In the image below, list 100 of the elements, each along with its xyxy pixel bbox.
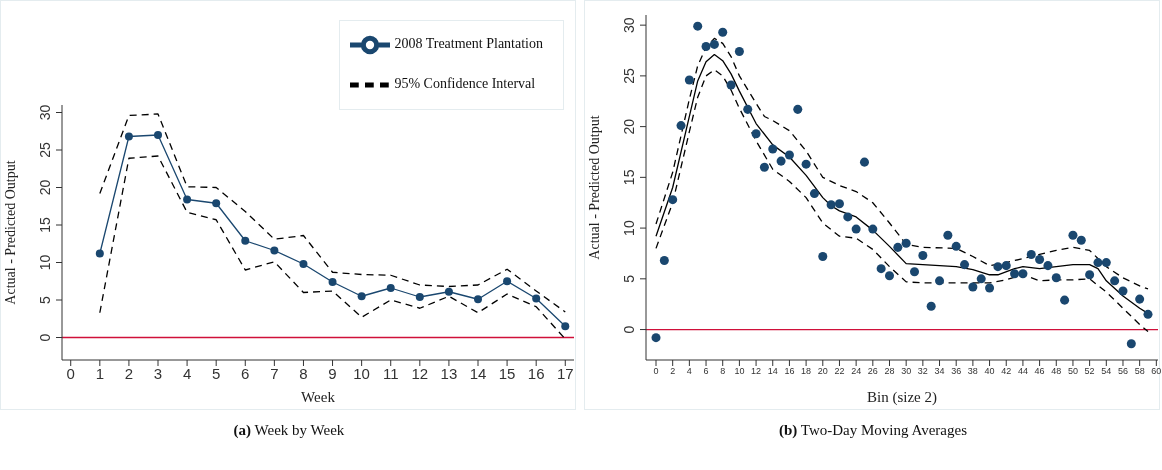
point: [1135, 294, 1145, 304]
point: [993, 262, 1003, 272]
line-series: [99, 113, 566, 313]
x-tick-label: 36: [951, 366, 962, 377]
y-axis-title: Actual - Predicted Output: [2, 160, 18, 305]
x-tick-label: 44: [1017, 366, 1028, 377]
x-tick-label: 6: [703, 366, 709, 377]
point: [784, 150, 794, 160]
point: [444, 287, 453, 296]
point: [1110, 276, 1120, 286]
x-tick-label: 60: [1151, 366, 1162, 377]
x-tick-label: 12: [411, 364, 429, 382]
point: [951, 241, 961, 251]
point: [561, 322, 570, 331]
point: [651, 333, 661, 343]
x-tick-label: 42: [1001, 366, 1012, 377]
x-tick-label: 16: [784, 366, 795, 377]
point: [1051, 273, 1061, 283]
x-tick-label: 24: [851, 366, 862, 377]
point: [793, 104, 803, 114]
x-tick-label: 3: [153, 364, 163, 382]
point: [718, 27, 728, 37]
point: [868, 224, 878, 234]
x-tick-label: 13: [440, 364, 458, 382]
point: [299, 260, 308, 268]
x-axis-title: Bin (size 2): [867, 389, 937, 406]
point: [901, 238, 911, 248]
point: [818, 251, 828, 262]
point: [357, 292, 366, 301]
point: [935, 276, 945, 286]
point: [751, 129, 761, 139]
x-tick-label: 56: [1117, 366, 1128, 377]
point: [183, 195, 192, 204]
y-tick-label: 10: [37, 254, 53, 271]
x-tick-label: 46: [1034, 366, 1045, 377]
point: [676, 121, 686, 131]
x-tick-label: 22: [834, 366, 845, 377]
point: [909, 267, 920, 277]
point: [270, 246, 279, 255]
point: [1068, 230, 1078, 240]
point: [503, 277, 512, 286]
point: [1085, 270, 1095, 280]
x-tick-label: 10: [353, 364, 370, 382]
point: [809, 189, 819, 199]
x-tick-label: 12: [751, 366, 762, 377]
x-tick-label: 4: [182, 364, 192, 382]
point: [328, 278, 337, 286]
point: [95, 249, 104, 258]
x-tick-label: 6: [241, 364, 250, 382]
line-series: [99, 155, 566, 340]
point: [668, 195, 678, 205]
x-tick-label: 0: [653, 366, 659, 377]
x-tick-label: 7: [270, 364, 279, 382]
point: [851, 224, 861, 234]
point: [1018, 269, 1028, 279]
point: [1060, 295, 1070, 305]
point: [801, 159, 811, 169]
point: [734, 47, 744, 57]
x-axis-title: Week: [301, 389, 336, 405]
x-tick-label: 17: [556, 364, 574, 382]
x-tick-label: 14: [469, 364, 487, 382]
point: [684, 75, 694, 85]
x-tick-label: 18: [801, 366, 812, 377]
x-tick-label: 28: [884, 366, 895, 377]
y-tick-label: 25: [621, 67, 637, 84]
x-tick-label: 58: [1134, 366, 1145, 377]
point: [709, 39, 719, 49]
y-tick-label: 20: [621, 118, 637, 135]
point: [918, 250, 928, 260]
point: [1001, 261, 1011, 271]
y-tick-label: 0: [621, 325, 637, 334]
x-tick-label: 11: [382, 364, 399, 382]
x-tick-label: 38: [967, 366, 978, 377]
y-tick-label: 0: [37, 333, 53, 342]
point: [1035, 255, 1045, 265]
y-tick-label: 10: [621, 220, 637, 236]
point: [241, 236, 250, 245]
x-tick-label: 52: [1084, 366, 1095, 377]
point: [1043, 261, 1053, 271]
point: [659, 256, 669, 266]
x-tick-label: 16: [527, 364, 545, 382]
x-tick-label: 54: [1101, 366, 1112, 377]
legend-label: 95% Confidence Interval: [394, 76, 536, 92]
point: [985, 283, 995, 293]
x-tick-label: 15: [498, 364, 516, 382]
point: [743, 104, 753, 114]
point: [1010, 269, 1020, 279]
point: [154, 131, 162, 139]
point: [960, 260, 970, 270]
point: [1143, 309, 1153, 319]
point: [124, 132, 133, 141]
x-tick-label: 5: [212, 364, 221, 382]
y-tick-label: 5: [621, 274, 637, 283]
y-tick-label: 15: [37, 217, 53, 233]
point: [768, 144, 778, 154]
y-tick-label: 25: [37, 142, 53, 158]
x-tick-label: 1: [95, 364, 104, 382]
y-tick-label: 30: [621, 17, 637, 33]
point: [212, 199, 221, 208]
x-tick-label: 9: [328, 364, 337, 382]
